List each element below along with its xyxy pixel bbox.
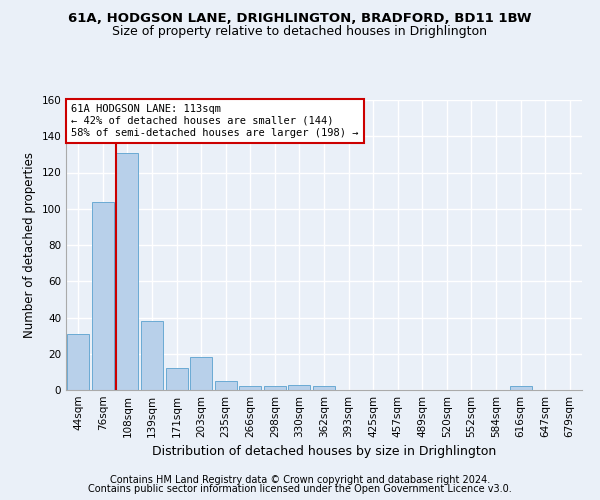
Text: Contains HM Land Registry data © Crown copyright and database right 2024.: Contains HM Land Registry data © Crown c… [110,475,490,485]
Y-axis label: Number of detached properties: Number of detached properties [23,152,36,338]
Bar [215,381,237,390]
Bar [67,334,89,390]
X-axis label: Distribution of detached houses by size in Drighlington: Distribution of detached houses by size … [152,446,496,458]
Text: Size of property relative to detached houses in Drighlington: Size of property relative to detached ho… [113,25,487,38]
Text: Contains public sector information licensed under the Open Government Licence v3: Contains public sector information licen… [88,484,512,494]
Bar [509,386,532,390]
Text: 61A, HODGSON LANE, DRIGHLINGTON, BRADFORD, BD11 1BW: 61A, HODGSON LANE, DRIGHLINGTON, BRADFOR… [68,12,532,26]
Bar [116,152,139,390]
Bar [92,202,114,390]
Text: 61A HODGSON LANE: 113sqm
← 42% of detached houses are smaller (144)
58% of semi-: 61A HODGSON LANE: 113sqm ← 42% of detach… [71,104,359,138]
Bar [239,386,262,390]
Bar [289,384,310,390]
Bar [166,368,188,390]
Bar [264,386,286,390]
Bar [313,386,335,390]
Bar [141,321,163,390]
Bar [190,358,212,390]
